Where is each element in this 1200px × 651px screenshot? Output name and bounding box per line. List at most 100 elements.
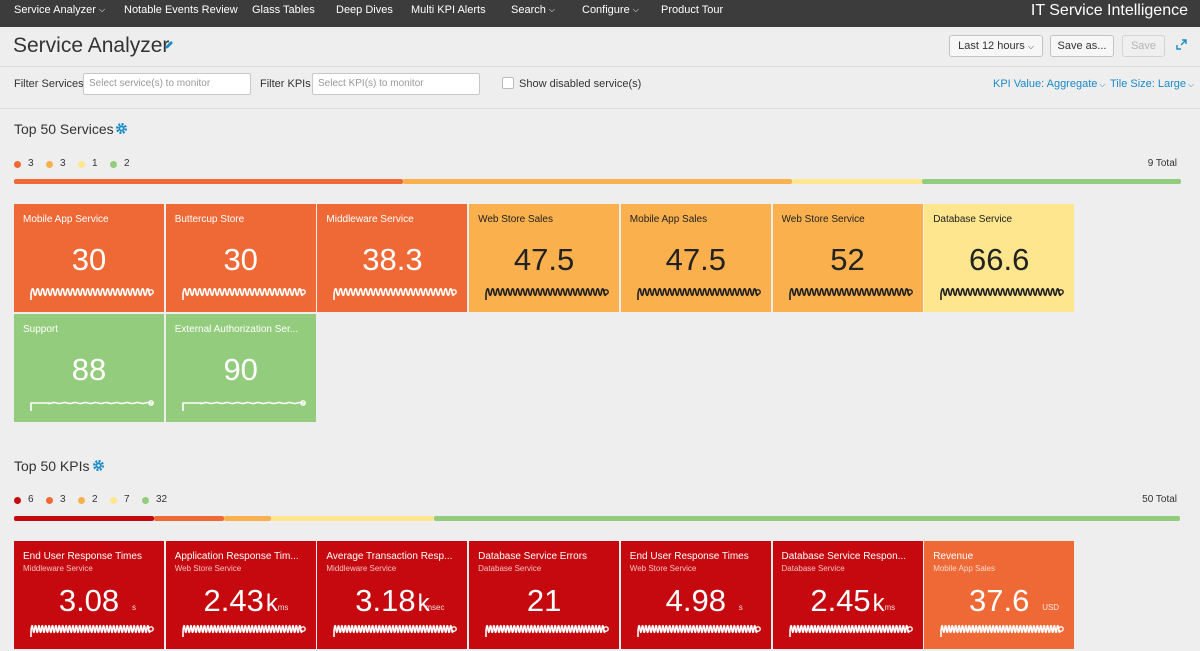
sparkline xyxy=(333,287,458,300)
kpi-tile[interactable]: Application Response Tim... Web Store Ser… xyxy=(165,541,316,649)
service-tile[interactable]: Database Service 66.6 xyxy=(924,204,1075,312)
tile-value: 30 xyxy=(166,242,316,278)
tile-title: End User Response Times xyxy=(629,551,749,562)
tile-unit: ms xyxy=(884,603,896,612)
legend-dot-normal xyxy=(142,497,149,504)
tile-value-number: 88 xyxy=(71,352,107,387)
tile-value-number: 2.43 xyxy=(203,583,264,618)
severity-segment-high xyxy=(154,516,224,521)
service-tile[interactable]: Web Store Sales 47.5 xyxy=(469,204,620,312)
expand-icon[interactable] xyxy=(1176,39,1187,50)
legend-count-low: 1 xyxy=(92,158,98,169)
kpi-tile[interactable]: End User Response Times Middleware Servic… xyxy=(14,541,164,649)
legend-dot-critical xyxy=(14,497,21,504)
gear-icon[interactable] xyxy=(92,459,105,472)
filter-kpis-label: Filter KPIs xyxy=(260,78,311,90)
filter-services-input[interactable]: Select service(s) to monitor xyxy=(83,73,251,95)
tile-value-number: 21 xyxy=(526,583,562,618)
kpi-value-dropdown[interactable]: KPI Value: Aggregate ⌵ xyxy=(993,78,1106,90)
kpi-tile[interactable]: End User Response Times Web Store Service… xyxy=(620,541,771,649)
severity-segment-low xyxy=(792,179,922,184)
filter-services-label: Filter Services xyxy=(14,78,84,90)
sparkline xyxy=(485,287,609,300)
nav-configure[interactable]: Configure ⌵ xyxy=(582,4,639,16)
pencil-icon[interactable] xyxy=(164,40,174,50)
service-tile[interactable]: Support 88 xyxy=(14,314,164,422)
tile-value-number: 52 xyxy=(830,242,865,277)
nav-search[interactable]: Search ⌵ xyxy=(511,4,555,16)
service-tile[interactable]: External Authorization Ser... 90 xyxy=(165,314,316,422)
filter-kpis-input[interactable]: Select KPI(s) to monitor xyxy=(312,73,480,95)
divider xyxy=(0,108,1200,109)
tile-value: 47.5 xyxy=(621,242,771,278)
tile-title: Revenue xyxy=(933,551,974,562)
tile-value: 90 xyxy=(166,352,316,388)
tile-title: Mobile App Service xyxy=(23,214,109,225)
tile-title: Web Store Sales xyxy=(478,214,553,225)
nav-product-tour[interactable]: Product Tour xyxy=(661,4,724,16)
tile-title: Database Service xyxy=(933,214,1013,225)
divider xyxy=(0,66,1200,67)
tile-unit: msec xyxy=(425,603,445,612)
sparkline xyxy=(636,287,761,300)
tile-service-name: Middleware Service xyxy=(326,564,397,573)
tile-unit: ms xyxy=(277,603,289,612)
tile-value-number: 3.08 xyxy=(58,583,120,618)
tile-value-number: 30 xyxy=(71,242,107,277)
tile-size-dropdown[interactable]: Tile Size: Large ⌵ xyxy=(1110,78,1195,90)
legend-count-normal: 32 xyxy=(156,494,168,505)
tile-value-suffix: k xyxy=(417,590,430,617)
tile-title: Buttercup Store xyxy=(174,214,245,225)
tile-service-name: Middleware Service xyxy=(23,564,93,573)
sparkline xyxy=(181,400,306,411)
nav-deep-dives[interactable]: Deep Dives xyxy=(336,4,393,16)
tile-value-number: 47.5 xyxy=(513,242,575,277)
tile-title: Support xyxy=(23,324,59,335)
service-tile[interactable]: Middleware Service 38.3 xyxy=(317,204,468,312)
kpi-tile[interactable]: Average Transaction Resp... Middleware Se… xyxy=(317,541,468,649)
tile-service-name: Mobile App Sales xyxy=(933,564,996,573)
legend-count-normal: 2 xyxy=(124,158,130,169)
chevron-down-icon: ⌵ xyxy=(98,5,106,14)
tile-value: 4.98 xyxy=(621,583,771,619)
legend-dot-low xyxy=(110,497,117,504)
service-tile[interactable]: Mobile App Sales 47.5 xyxy=(620,204,771,312)
severity-segment-medium xyxy=(403,179,792,184)
chevron-down-icon: ⌵ xyxy=(1027,42,1034,51)
service-tile[interactable]: Web Store Service 52 xyxy=(772,204,923,312)
service-tile[interactable]: Buttercup Store 30 xyxy=(165,204,316,312)
legend-dot-high xyxy=(46,497,53,504)
tile-value-number: 30 xyxy=(223,242,258,277)
tile-title: Application Response Tim... xyxy=(174,551,299,562)
save-button[interactable]: Save xyxy=(1122,35,1165,57)
tile-value: 52 xyxy=(773,242,923,278)
tile-value-suffix: k xyxy=(872,590,885,617)
tile-value: 3.08 xyxy=(14,583,164,619)
tile-unit: s xyxy=(738,603,743,612)
gear-icon[interactable] xyxy=(115,122,128,135)
legend-dot-low xyxy=(78,161,85,168)
chevron-down-icon: ⌵ xyxy=(1099,80,1106,89)
nav-service-analyzer[interactable]: Service Analyzer ⌵ xyxy=(14,4,106,16)
tile-value: 47.5 xyxy=(469,242,619,278)
kpi-tile[interactable]: Database Service Errors Database Service 2… xyxy=(469,541,620,649)
nav-glass-tables[interactable]: Glass Tables xyxy=(252,4,315,16)
kpi-tile[interactable]: Revenue Mobile App Sales 37.6 USD xyxy=(924,541,1075,649)
show-disabled-checkbox[interactable] xyxy=(502,77,514,89)
time-range-picker[interactable]: Last 12 hours ⌵ xyxy=(949,35,1043,57)
save-as-button[interactable]: Save as... xyxy=(1050,35,1114,57)
kpi-tile[interactable]: Database Service Respon... Database Servi… xyxy=(772,541,923,649)
nav-notable-events-review[interactable]: Notable Events Review xyxy=(124,4,238,16)
tile-value-number: 3.18 xyxy=(355,583,416,618)
tile-unit: s xyxy=(132,603,136,612)
tile-value: 37.6 xyxy=(924,583,1074,619)
sparkline xyxy=(333,624,458,637)
tile-value-number: 90 xyxy=(223,352,258,387)
severity-segment-normal xyxy=(434,516,1180,521)
nav-multi-kpi-alerts[interactable]: Multi KPI Alerts xyxy=(411,4,486,16)
sparkline xyxy=(181,624,306,637)
sparkline xyxy=(940,287,1065,300)
service-tile[interactable]: Mobile App Service 30 xyxy=(14,204,164,312)
kpis-section-title: Top 50 KPIs xyxy=(14,458,90,474)
tile-value: 66.6 xyxy=(924,242,1074,278)
